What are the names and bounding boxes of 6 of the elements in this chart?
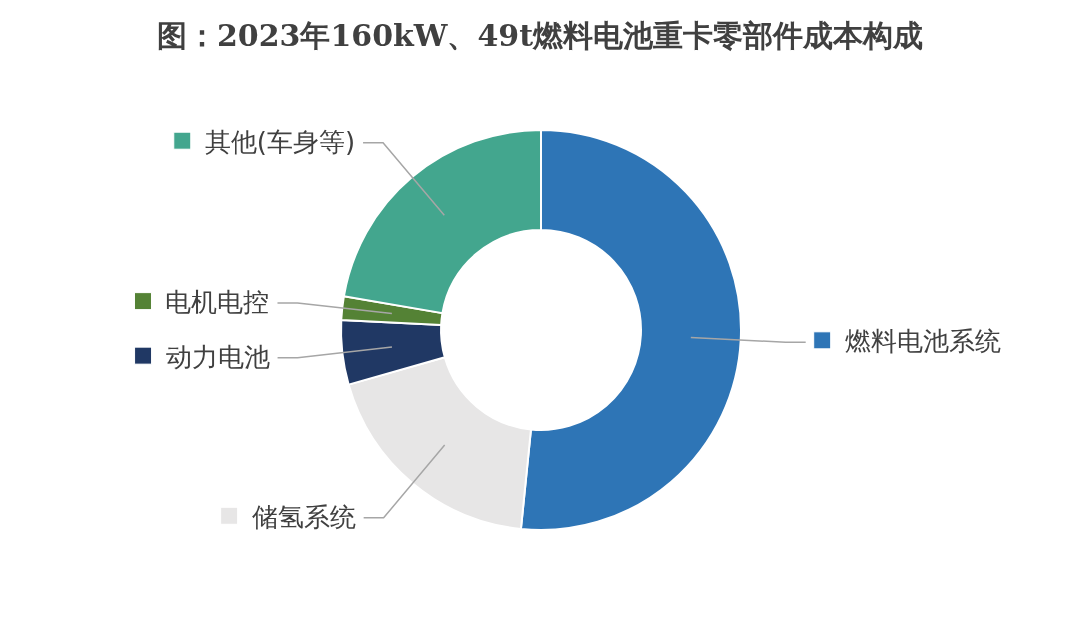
legend-label: 燃料电池系统 [844, 326, 1001, 357]
legend-label: 储氢系统 [251, 501, 356, 532]
legend-label: 电机电控 [165, 287, 270, 318]
legend-label: 其他(车身等) [204, 126, 356, 157]
legend-label: 动力电池 [165, 341, 270, 372]
chart-title: 图：2023年160kW、49t燃料电池重卡零部件成本构成 [156, 18, 924, 53]
